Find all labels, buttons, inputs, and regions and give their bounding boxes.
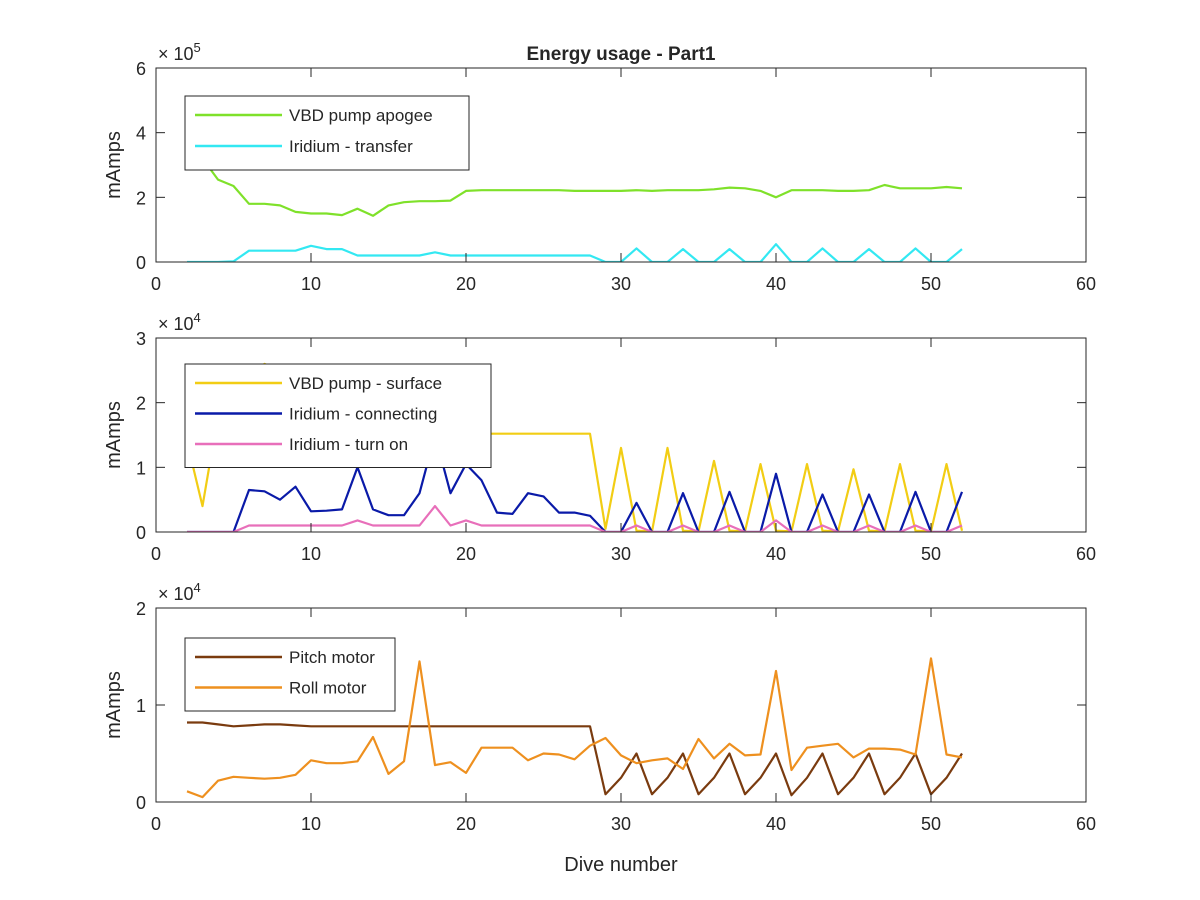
series-line-iridium-connecting bbox=[187, 433, 964, 532]
series-line-iridium-transfer bbox=[187, 243, 963, 262]
x-tick-label: 0 bbox=[151, 274, 161, 294]
y-tick-label: 2 bbox=[136, 599, 146, 619]
subplot-3: 0 10 20 30 40 50 60 0 1 2 × 104 mAmps Dive number Pit… bbox=[103, 580, 1096, 876]
x-tick-label: 20 bbox=[456, 544, 476, 564]
x-tick-label: 10 bbox=[301, 544, 321, 564]
x-tick-label: 20 bbox=[456, 274, 476, 294]
legend-entry: Pitch motor bbox=[289, 648, 375, 667]
legend-box bbox=[184, 637, 396, 712]
y-tick-label: 6 bbox=[136, 59, 146, 79]
y-exponent-base: × 10 bbox=[158, 584, 194, 604]
legend-entry: Iridium - connecting bbox=[289, 405, 437, 424]
y-tick-label: 1 bbox=[136, 458, 146, 478]
y-tick-label: 2 bbox=[136, 394, 146, 414]
x-tick-label: 20 bbox=[456, 814, 476, 834]
y-axis-label: mAmps bbox=[103, 671, 125, 739]
y-tick-label: 0 bbox=[136, 793, 146, 813]
legend-entry: VBD pump - surface bbox=[289, 374, 442, 393]
x-tick-label: 30 bbox=[611, 544, 631, 564]
x-tick-label: 50 bbox=[921, 274, 941, 294]
y-tick-label: 2 bbox=[136, 188, 146, 208]
y-exponent-label: × 105 bbox=[158, 40, 201, 64]
legend-entry: Roll motor bbox=[289, 679, 367, 698]
chart-title: Energy usage - Part1 bbox=[526, 44, 715, 65]
y-tick-label: 4 bbox=[136, 124, 146, 144]
subplot-2: 0 10 20 30 40 50 60 0 1 2 3 × 104 mAmps VBD pump - su… bbox=[103, 310, 1096, 564]
y-exponent-label: × 104 bbox=[158, 310, 201, 334]
x-tick-label: 60 bbox=[1076, 544, 1096, 564]
y-exponent-power: 4 bbox=[194, 310, 201, 325]
y-axis-label: mAmps bbox=[103, 131, 125, 199]
series-line-iridium-turn-on bbox=[187, 505, 963, 532]
series-line-vbd-pump-apogee bbox=[185, 116, 963, 217]
x-tick-label: 60 bbox=[1076, 814, 1096, 834]
x-tick-label: 30 bbox=[611, 814, 631, 834]
x-tick-label: 10 bbox=[301, 814, 321, 834]
y-exponent-base: × 10 bbox=[158, 44, 194, 64]
legend-entry: Iridium - transfer bbox=[289, 137, 413, 156]
y-exponent-power: 4 bbox=[194, 580, 201, 595]
legend-box bbox=[184, 95, 470, 171]
y-axis-label: mAmps bbox=[103, 401, 125, 469]
y-exponent-base: × 10 bbox=[158, 314, 194, 334]
x-tick-label: 30 bbox=[611, 274, 631, 294]
x-tick-label: 40 bbox=[766, 274, 786, 294]
x-tick-label: 0 bbox=[151, 814, 161, 834]
y-tick-label: 0 bbox=[136, 523, 146, 543]
y-exponent-label: × 104 bbox=[158, 580, 201, 604]
y-tick-label: 3 bbox=[136, 329, 146, 349]
y-exponent-power: 5 bbox=[194, 40, 201, 55]
y-tick-label: 1 bbox=[136, 696, 146, 716]
legend-entry: VBD pump apogee bbox=[289, 106, 433, 125]
x-axis-label: Dive number bbox=[564, 854, 678, 876]
x-tick-label: 60 bbox=[1076, 274, 1096, 294]
x-tick-label: 40 bbox=[766, 544, 786, 564]
x-tick-label: 10 bbox=[301, 274, 321, 294]
legend-entry: Iridium - turn on bbox=[289, 435, 408, 454]
subplot-1: 0 10 20 30 40 50 60 0 2 4 6 × 105 mAmps Energy usage … bbox=[103, 40, 1096, 294]
x-tick-label: 50 bbox=[921, 814, 941, 834]
x-tick-label: 50 bbox=[921, 544, 941, 564]
x-tick-label: 0 bbox=[151, 544, 161, 564]
x-tick-label: 40 bbox=[766, 814, 786, 834]
legend-box bbox=[184, 363, 492, 468]
y-tick-label: 0 bbox=[136, 253, 146, 273]
series-line-pitch-motor bbox=[187, 721, 963, 797]
series-line-roll-motor bbox=[186, 657, 963, 799]
